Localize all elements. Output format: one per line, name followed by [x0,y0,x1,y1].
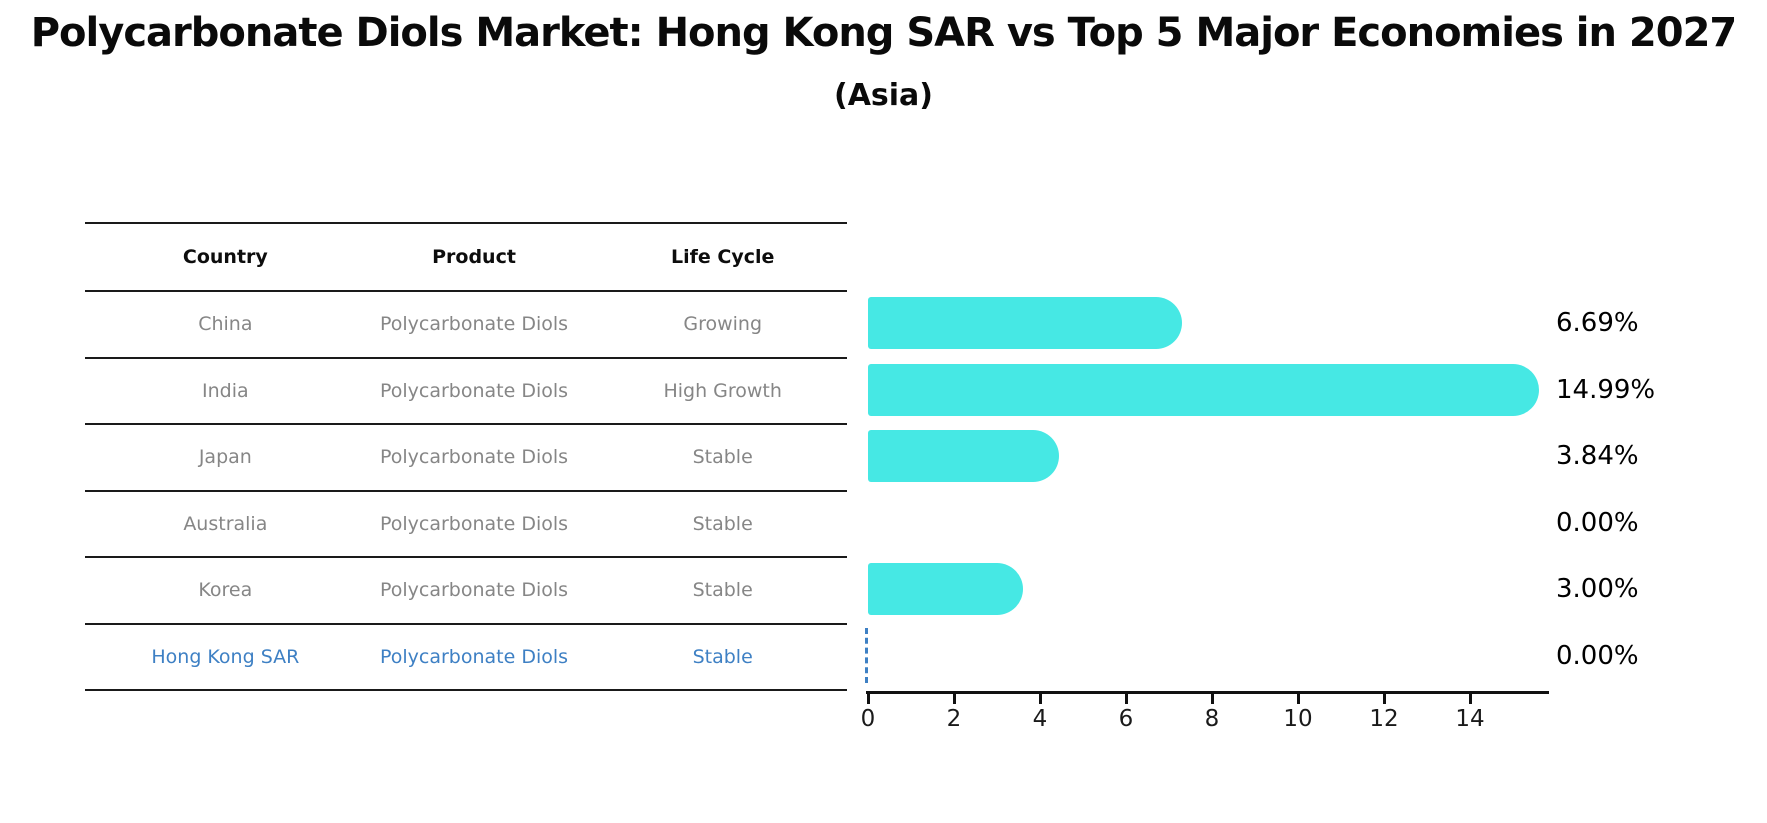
table-cell-product: Polycarbonate Diols [379,313,569,336]
bar-korea [868,563,1023,616]
comparison-table: Country Product Life Cycle China Polycar… [85,222,847,691]
table-header-country: Country [182,246,268,268]
table-cell-life-cycle: Growing [683,313,763,336]
x-axis-tick [1382,694,1386,704]
table-header-row: Country Product Life Cycle [85,222,847,292]
value-label: 6.69% [1556,308,1639,338]
chart-title: Polycarbonate Diols Market: Hong Kong SA… [30,10,1738,56]
x-axis-tick [1468,694,1472,704]
x-axis-tick [1296,694,1300,704]
table-cell-product: Polycarbonate Diols [379,379,569,402]
table-body: China Polycarbonate Diols Growing India … [85,292,847,691]
bar-japan [868,430,1060,483]
table-header-life-cycle: Life Cycle [670,246,775,268]
table-cell-country: Korea [198,579,253,602]
x-axis-line [866,691,1549,694]
x-axis-tick-label: 0 [860,706,876,732]
x-axis-tick-label: 2 [946,706,962,732]
table-row: India Polycarbonate Diols High Growth [85,359,847,425]
table-cell-country: India [202,379,249,402]
x-axis-tick [952,694,956,704]
table-cell-life-cycle: Stable [692,645,753,668]
x-axis-tick-label: 8 [1204,706,1220,732]
table-row: China Polycarbonate Diols Growing [85,292,847,359]
table-cell-country: China [198,313,253,336]
table-row: Korea Polycarbonate Diols Stable [85,558,847,625]
value-label: 0.00% [1556,640,1639,671]
value-label: 3.00% [1556,574,1639,604]
zero-dashed-marker [865,627,868,683]
table-cell-life-cycle: High Growth [663,379,782,402]
table-cell-life-cycle: Stable [692,579,753,602]
table-cell-product: Polycarbonate Diols [379,446,569,469]
table-row: Hong Kong SAR Polycarbonate Diols Stable [85,625,847,691]
table-row: Australia Polycarbonate Diols Stable [85,492,847,558]
table-header-product: Product [432,246,516,268]
table-row: Japan Polycarbonate Diols Stable [85,425,847,492]
bar-india [868,363,1539,416]
x-axis-tick-label: 10 [1283,706,1313,732]
table-cell-country: Australia [183,512,268,535]
chart-subtitle: (Asia) [833,78,934,113]
x-axis-tick-label: 12 [1369,706,1399,732]
x-axis-tick [1038,694,1042,704]
x-axis-tick-label: 4 [1032,706,1048,732]
x-axis-tick [1124,694,1128,704]
value-label: 0.00% [1556,507,1639,538]
x-axis-tick [866,694,870,704]
value-label: 3.84% [1556,441,1639,471]
bar-china [868,297,1182,350]
table-cell-life-cycle: Stable [692,446,753,469]
table-cell-country: Japan [198,446,252,469]
table-cell-country: Hong Kong SAR [151,645,300,668]
x-axis-tick-label: 6 [1118,706,1134,732]
table-cell-product: Polycarbonate Diols [379,512,569,535]
value-label: 14.99% [1556,374,1656,405]
x-axis-tick-label: 14 [1455,706,1485,732]
table-cell-life-cycle: Stable [692,512,753,535]
table-cell-product: Polycarbonate Diols [379,579,569,602]
table-cell-product: Polycarbonate Diols [379,645,569,668]
x-axis-tick [1210,694,1214,704]
